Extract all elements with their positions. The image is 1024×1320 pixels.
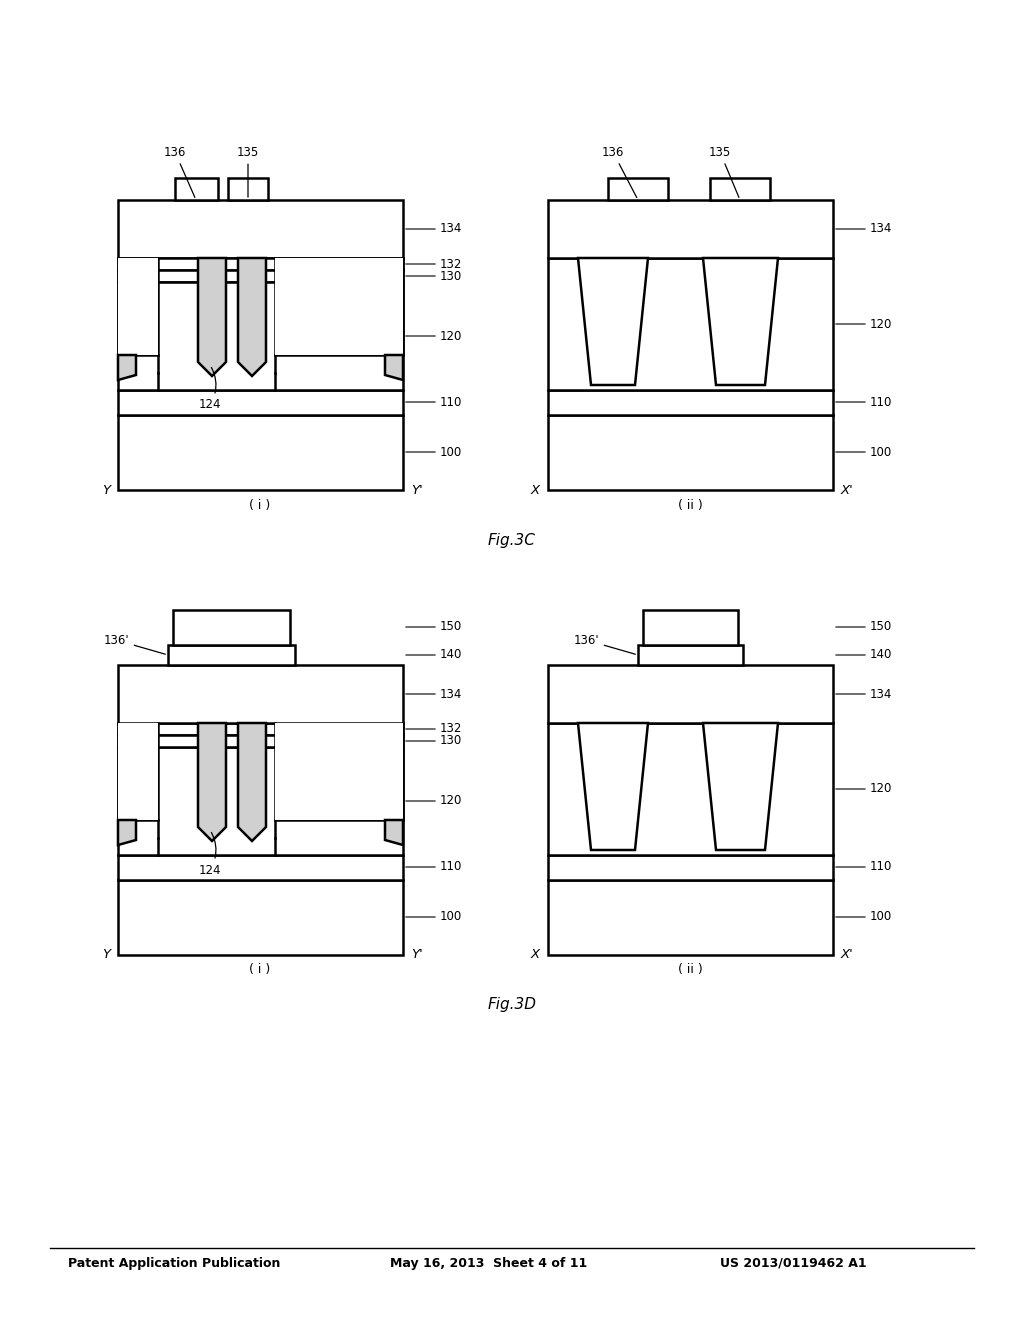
Text: X': X' xyxy=(841,949,854,961)
FancyBboxPatch shape xyxy=(118,282,403,389)
Text: 136: 136 xyxy=(164,145,195,198)
FancyBboxPatch shape xyxy=(118,723,403,735)
Text: 120: 120 xyxy=(870,783,892,796)
FancyBboxPatch shape xyxy=(275,257,403,355)
Text: 120: 120 xyxy=(440,330,463,342)
Text: 130: 130 xyxy=(440,734,462,747)
FancyBboxPatch shape xyxy=(275,723,403,820)
Text: US 2013/0119462 A1: US 2013/0119462 A1 xyxy=(720,1257,866,1270)
FancyBboxPatch shape xyxy=(118,257,403,271)
Text: Fig.3D: Fig.3D xyxy=(487,998,537,1012)
FancyBboxPatch shape xyxy=(118,414,403,490)
Polygon shape xyxy=(385,820,403,845)
Text: Y: Y xyxy=(101,949,110,961)
FancyBboxPatch shape xyxy=(173,610,290,645)
FancyBboxPatch shape xyxy=(548,201,833,257)
Text: 120: 120 xyxy=(440,795,463,808)
FancyBboxPatch shape xyxy=(548,389,833,414)
Text: X: X xyxy=(530,949,540,961)
Text: 134: 134 xyxy=(870,223,892,235)
Text: 134: 134 xyxy=(440,688,463,701)
FancyBboxPatch shape xyxy=(548,414,833,490)
Polygon shape xyxy=(578,257,648,385)
Text: 136': 136' xyxy=(103,634,165,655)
Polygon shape xyxy=(703,257,778,385)
Polygon shape xyxy=(238,257,266,376)
FancyBboxPatch shape xyxy=(118,747,403,855)
Text: ( ii ): ( ii ) xyxy=(678,964,702,977)
Text: 110: 110 xyxy=(440,861,463,874)
Polygon shape xyxy=(198,257,226,376)
Text: 134: 134 xyxy=(870,688,892,701)
FancyBboxPatch shape xyxy=(118,723,158,820)
Text: X: X xyxy=(530,483,540,496)
FancyBboxPatch shape xyxy=(175,178,218,201)
FancyBboxPatch shape xyxy=(118,880,403,954)
Text: 136': 136' xyxy=(573,634,635,655)
Text: 132: 132 xyxy=(440,257,463,271)
FancyBboxPatch shape xyxy=(118,201,403,257)
FancyBboxPatch shape xyxy=(118,665,403,723)
FancyBboxPatch shape xyxy=(638,645,743,665)
Text: 100: 100 xyxy=(440,911,462,924)
FancyBboxPatch shape xyxy=(118,389,403,414)
Text: Y': Y' xyxy=(411,949,423,961)
Text: 110: 110 xyxy=(870,861,892,874)
Text: 100: 100 xyxy=(870,446,892,458)
Text: 120: 120 xyxy=(870,318,892,330)
Text: 110: 110 xyxy=(870,396,892,408)
Text: 150: 150 xyxy=(870,620,892,634)
FancyBboxPatch shape xyxy=(548,880,833,954)
FancyBboxPatch shape xyxy=(608,178,668,201)
Text: 140: 140 xyxy=(440,648,463,661)
Text: 124: 124 xyxy=(199,367,221,412)
Text: 140: 140 xyxy=(870,648,892,661)
Text: 136: 136 xyxy=(602,145,637,198)
FancyBboxPatch shape xyxy=(118,735,403,747)
Text: 110: 110 xyxy=(440,396,463,408)
FancyBboxPatch shape xyxy=(710,178,770,201)
Polygon shape xyxy=(385,355,403,380)
Text: 135: 135 xyxy=(709,145,739,198)
Text: ( i ): ( i ) xyxy=(250,499,270,511)
FancyBboxPatch shape xyxy=(118,855,403,880)
FancyBboxPatch shape xyxy=(643,610,738,645)
Text: 134: 134 xyxy=(440,223,463,235)
FancyBboxPatch shape xyxy=(548,855,833,880)
FancyBboxPatch shape xyxy=(228,178,268,201)
FancyBboxPatch shape xyxy=(168,645,295,665)
Text: 124: 124 xyxy=(199,833,221,876)
Text: Fig.3C: Fig.3C xyxy=(488,532,536,548)
Polygon shape xyxy=(118,820,136,845)
Polygon shape xyxy=(198,723,226,841)
Polygon shape xyxy=(238,723,266,841)
Text: Y': Y' xyxy=(411,483,423,496)
Text: 130: 130 xyxy=(440,269,462,282)
FancyBboxPatch shape xyxy=(548,723,833,855)
FancyBboxPatch shape xyxy=(548,257,833,389)
Text: X': X' xyxy=(841,483,854,496)
FancyBboxPatch shape xyxy=(118,271,403,282)
Text: Patent Application Publication: Patent Application Publication xyxy=(68,1257,281,1270)
Polygon shape xyxy=(578,723,648,850)
Text: ( ii ): ( ii ) xyxy=(678,499,702,511)
Text: 150: 150 xyxy=(440,620,462,634)
Text: 132: 132 xyxy=(440,722,463,735)
Polygon shape xyxy=(118,355,136,380)
Text: 100: 100 xyxy=(440,446,462,458)
Text: 100: 100 xyxy=(870,911,892,924)
FancyBboxPatch shape xyxy=(118,257,158,355)
Text: 135: 135 xyxy=(237,145,259,197)
Text: Y: Y xyxy=(101,483,110,496)
Text: ( i ): ( i ) xyxy=(250,964,270,977)
FancyBboxPatch shape xyxy=(548,665,833,723)
Text: May 16, 2013  Sheet 4 of 11: May 16, 2013 Sheet 4 of 11 xyxy=(390,1257,587,1270)
Polygon shape xyxy=(703,723,778,850)
